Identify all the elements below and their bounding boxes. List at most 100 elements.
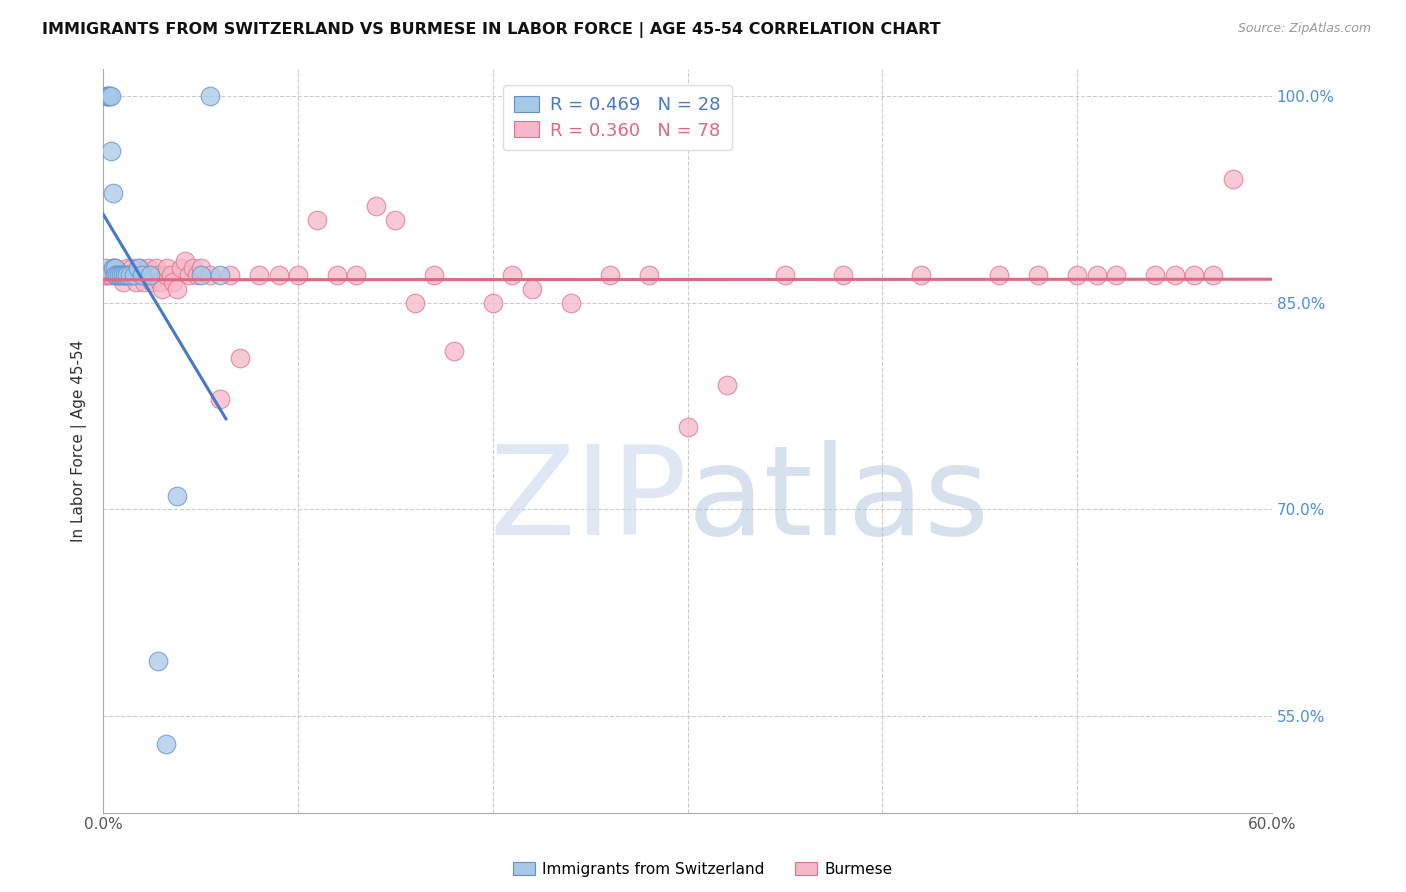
Point — [111, 268, 134, 283]
Point — [98, 89, 121, 103]
Point — [166, 489, 188, 503]
Point — [105, 268, 128, 283]
Point — [131, 268, 153, 283]
Text: atlas: atlas — [688, 440, 990, 560]
Point — [139, 268, 162, 283]
Point — [364, 199, 387, 213]
Point — [1085, 268, 1108, 283]
Point — [832, 268, 855, 283]
Point — [107, 268, 129, 283]
Point — [146, 654, 169, 668]
Point — [637, 268, 659, 283]
Point — [114, 268, 136, 283]
Point — [104, 261, 127, 276]
Point — [124, 268, 146, 283]
Point — [209, 268, 232, 283]
Point — [209, 392, 232, 407]
Point — [174, 254, 197, 268]
Point — [125, 275, 148, 289]
Point — [120, 268, 142, 283]
Point — [560, 295, 582, 310]
Point — [716, 378, 738, 392]
Point — [127, 261, 149, 276]
Point — [200, 89, 222, 103]
Point — [155, 268, 177, 283]
Point — [190, 261, 212, 276]
Point — [96, 268, 118, 283]
Point — [1105, 268, 1128, 283]
Point — [326, 268, 349, 283]
Point — [267, 268, 290, 283]
Point — [94, 261, 117, 276]
Point — [98, 268, 121, 283]
Point — [423, 268, 446, 283]
Point — [115, 268, 138, 283]
Point — [599, 268, 621, 283]
Text: IMMIGRANTS FROM SWITZERLAND VS BURMESE IN LABOR FORCE | AGE 45-54 CORRELATION CH: IMMIGRANTS FROM SWITZERLAND VS BURMESE I… — [42, 22, 941, 38]
Point — [1026, 268, 1049, 283]
Point — [520, 282, 543, 296]
Point — [120, 268, 142, 283]
Point — [146, 268, 169, 283]
Point — [218, 268, 240, 283]
Point — [162, 275, 184, 289]
Point — [166, 282, 188, 296]
Legend: Immigrants from Switzerland, Burmese: Immigrants from Switzerland, Burmese — [506, 854, 900, 884]
Point — [1163, 268, 1185, 283]
Point — [139, 268, 162, 283]
Text: ZIP: ZIP — [489, 440, 688, 560]
Point — [181, 261, 204, 276]
Point — [156, 261, 179, 276]
Point — [121, 261, 143, 276]
Point — [170, 261, 193, 276]
Point — [501, 268, 523, 283]
Point — [100, 89, 122, 103]
Point — [104, 268, 127, 283]
Point — [186, 268, 208, 283]
Point — [910, 268, 932, 283]
Point — [136, 261, 159, 276]
Point — [160, 268, 183, 283]
Point — [101, 186, 124, 200]
Point — [149, 275, 172, 289]
Point — [96, 89, 118, 103]
Point — [155, 737, 177, 751]
Point — [190, 268, 212, 283]
Text: Source: ZipAtlas.com: Source: ZipAtlas.com — [1237, 22, 1371, 36]
Point — [228, 351, 250, 365]
Point — [135, 268, 157, 283]
Point — [131, 268, 153, 283]
Point — [307, 213, 329, 227]
Point — [1182, 268, 1205, 283]
Point — [247, 268, 270, 283]
Point — [96, 89, 118, 103]
Point — [127, 268, 149, 283]
Point — [346, 268, 368, 283]
Point — [200, 268, 222, 283]
Point — [117, 268, 139, 283]
Point — [129, 261, 152, 276]
Point — [1144, 268, 1167, 283]
Point — [115, 261, 138, 276]
Point — [134, 275, 156, 289]
Point — [1222, 171, 1244, 186]
Point — [98, 89, 121, 103]
Point — [111, 275, 134, 289]
Point — [988, 268, 1011, 283]
Point — [177, 268, 200, 283]
Point — [481, 295, 503, 310]
Point — [142, 268, 165, 283]
Point — [404, 295, 426, 310]
Point — [100, 268, 122, 283]
Point — [104, 261, 127, 276]
Point — [104, 268, 127, 283]
Point — [124, 268, 146, 283]
Point — [384, 213, 406, 227]
Point — [773, 268, 796, 283]
Point — [114, 268, 136, 283]
Point — [443, 343, 465, 358]
Point — [150, 282, 173, 296]
Point — [287, 268, 309, 283]
Point — [101, 261, 124, 276]
Point — [110, 268, 132, 283]
